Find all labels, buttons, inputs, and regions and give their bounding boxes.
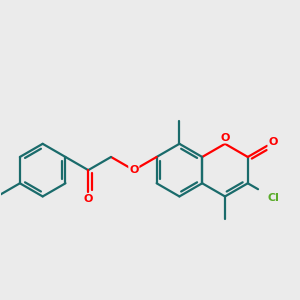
- Text: O: O: [268, 137, 278, 147]
- Text: O: O: [220, 133, 230, 142]
- Text: O: O: [129, 165, 139, 175]
- Text: Cl: Cl: [267, 193, 279, 203]
- Text: O: O: [84, 194, 93, 204]
